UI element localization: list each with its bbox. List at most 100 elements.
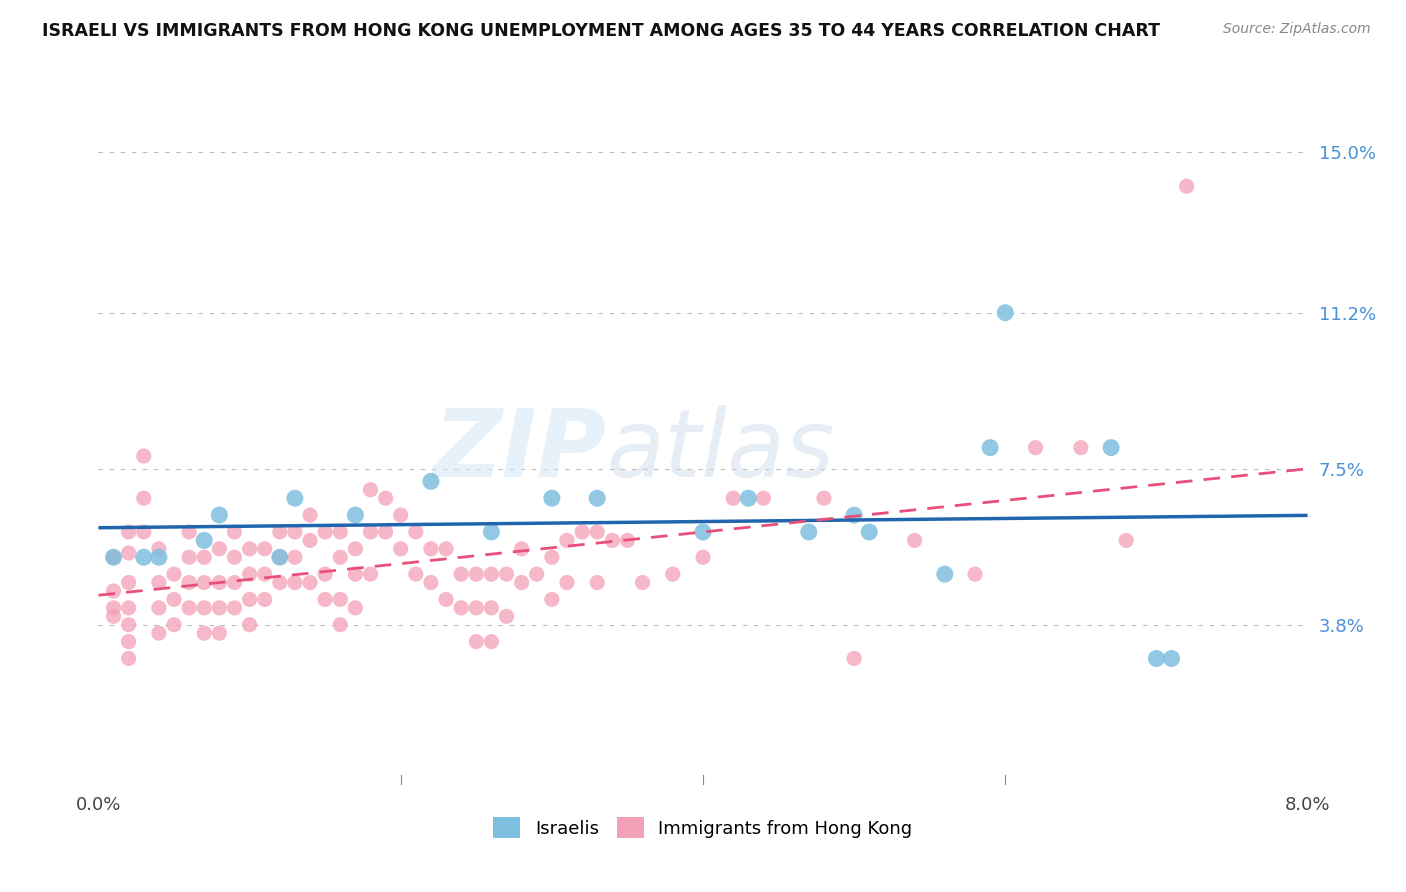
Point <box>374 491 396 506</box>
Point <box>299 575 322 590</box>
Point <box>965 567 987 582</box>
Point <box>239 567 262 582</box>
Point <box>858 524 880 539</box>
Point <box>148 550 170 565</box>
Point <box>994 306 1017 320</box>
Point <box>1175 179 1198 194</box>
Point <box>118 575 141 590</box>
Point <box>179 575 201 590</box>
Point <box>844 508 866 522</box>
Point <box>103 550 125 565</box>
Point <box>360 524 382 539</box>
Point <box>1146 651 1168 665</box>
Point <box>193 626 215 640</box>
Point <box>344 541 367 556</box>
Point <box>193 600 215 615</box>
Point <box>389 508 412 522</box>
Point <box>118 546 141 560</box>
Point <box>193 575 215 590</box>
Point <box>193 550 215 565</box>
Point <box>208 575 231 590</box>
Point <box>179 524 201 539</box>
Point <box>163 592 186 607</box>
Point <box>299 508 322 522</box>
Point <box>132 524 155 539</box>
Point <box>239 541 262 556</box>
Point <box>118 651 141 665</box>
Point <box>1115 533 1137 548</box>
Point <box>1025 441 1047 455</box>
Point <box>299 533 322 548</box>
Point <box>360 483 382 497</box>
Point <box>465 634 488 648</box>
Point <box>813 491 835 506</box>
Point <box>208 541 231 556</box>
Point <box>540 550 562 565</box>
Point <box>179 600 201 615</box>
Point <box>314 592 336 607</box>
Point <box>284 550 307 565</box>
Point <box>329 617 352 632</box>
Point <box>132 491 155 506</box>
Point <box>434 541 457 556</box>
Point <box>208 600 231 615</box>
Point <box>1070 441 1092 455</box>
Point <box>481 600 503 615</box>
Point <box>661 567 683 582</box>
Point <box>405 567 427 582</box>
Point <box>465 567 488 582</box>
Point <box>481 524 503 539</box>
Point <box>692 524 714 539</box>
Point <box>224 575 246 590</box>
Point <box>586 491 609 506</box>
Point <box>526 567 548 582</box>
Point <box>118 600 141 615</box>
Point <box>148 541 170 556</box>
Point <box>224 524 246 539</box>
Point <box>344 600 367 615</box>
Point <box>797 524 820 539</box>
Point <box>540 491 562 506</box>
Point <box>224 550 246 565</box>
Point <box>555 533 578 548</box>
Point <box>344 567 367 582</box>
Point <box>481 567 503 582</box>
Text: ZIP: ZIP <box>433 405 606 497</box>
Point <box>602 533 624 548</box>
Point <box>269 550 291 565</box>
Point <box>540 592 562 607</box>
Point <box>586 524 609 539</box>
Point <box>481 634 503 648</box>
Point <box>269 524 291 539</box>
Point <box>253 567 276 582</box>
Point <box>193 533 215 548</box>
Point <box>103 609 125 624</box>
Point <box>269 575 291 590</box>
Point <box>118 524 141 539</box>
Point <box>510 575 533 590</box>
Y-axis label: Unemployment Among Ages 35 to 44 years: Unemployment Among Ages 35 to 44 years <box>0 269 7 605</box>
Point <box>904 533 927 548</box>
Text: ISRAELI VS IMMIGRANTS FROM HONG KONG UNEMPLOYMENT AMONG AGES 35 TO 44 YEARS CORR: ISRAELI VS IMMIGRANTS FROM HONG KONG UNE… <box>42 22 1160 40</box>
Point <box>495 567 517 582</box>
Point <box>934 567 956 582</box>
Point <box>253 541 276 556</box>
Point <box>465 600 488 615</box>
Point <box>163 617 186 632</box>
Point <box>239 592 262 607</box>
Point <box>118 617 141 632</box>
Point <box>179 550 201 565</box>
Point <box>420 475 443 489</box>
Point <box>495 609 517 624</box>
Point <box>420 575 443 590</box>
Point <box>737 491 759 506</box>
Point <box>148 575 170 590</box>
Point <box>344 508 367 522</box>
Point <box>979 441 1001 455</box>
Point <box>586 575 609 590</box>
Point <box>434 592 457 607</box>
Point <box>631 575 654 590</box>
Point <box>405 524 427 539</box>
Point <box>132 449 155 463</box>
Point <box>420 541 443 556</box>
